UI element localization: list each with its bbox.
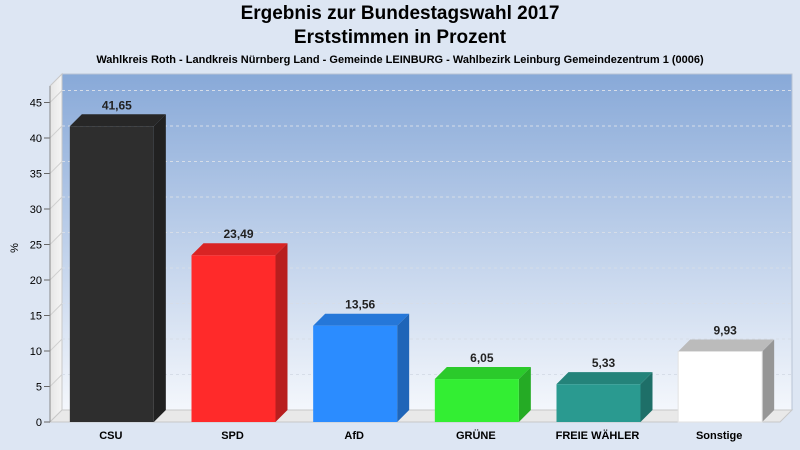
grid-lines (49, 90, 792, 387)
bar-top (191, 243, 288, 256)
y-tick-label: 40 (30, 133, 42, 145)
bar-value-label: 6,05 (470, 351, 494, 365)
x-axis-ticks: CSU SPD AfD GRÜNE FREIE WÄHLER Sonstige (99, 429, 742, 442)
left-wall (49, 72, 63, 424)
bar-value-label: 13,56 (345, 298, 375, 312)
y-tick-label: 35 (30, 169, 42, 181)
grid-line-wall (49, 374, 63, 387)
y-tick-label: 10 (30, 346, 42, 358)
chart-subtitle: Erststimmen in Prozent (293, 27, 507, 48)
bar-front (191, 255, 276, 422)
bar-grüne: 6,05 (434, 351, 531, 422)
chart-title: Ergebnis zur Bundestagswahl 2017 (240, 3, 560, 24)
bars: 41,65 23,49 13,56 6,05 5,33 9,93 (69, 98, 775, 423)
bar-front (434, 379, 519, 422)
bar-top (69, 114, 166, 127)
x-tick-label: Sonstige (696, 430, 742, 442)
x-tick-label: AfD (344, 430, 364, 442)
bar-side (518, 367, 531, 422)
bar-csu: 41,65 (69, 98, 166, 422)
x-tick-label: GRÜNE (456, 429, 496, 442)
bar-spd: 23,49 (191, 227, 288, 422)
grid-line-wall (49, 303, 63, 316)
bar-top (678, 339, 775, 352)
grid-line-wall (49, 196, 63, 210)
y-tick-label: 45 (30, 98, 42, 110)
bar-side (762, 339, 775, 422)
bar-afd: 13,56 (313, 298, 410, 422)
bar-side (275, 243, 288, 422)
bar-top (434, 367, 531, 380)
bar-side (640, 372, 653, 422)
y-tick-label: 20 (30, 275, 42, 287)
y-tick-label: 25 (30, 240, 42, 252)
y-tick-label: 5 (36, 382, 42, 394)
y-tick-label: 30 (30, 204, 42, 216)
grid-line-wall (49, 232, 63, 245)
bar-sonstige: 9,93 (677, 323, 775, 423)
bar-front (313, 325, 398, 422)
bar-value-label: 41,65 (102, 98, 132, 112)
back-wall (61, 73, 793, 411)
bar-side (397, 313, 410, 422)
bar-side (153, 114, 166, 422)
x-tick-label: FREIE WÄHLER (556, 429, 640, 442)
bar-value-label: 5,33 (592, 356, 616, 370)
bar-value-label: 23,49 (223, 227, 253, 241)
y-axis-ticks: 0 5 10 15 20 25 30 35 40 45 (30, 86, 51, 429)
grid-line-wall (49, 338, 63, 352)
chart-description: Wahlkreis Roth - Landkreis Nürnberg Land… (96, 54, 704, 66)
bar-freie-wähler: 5,33 (556, 356, 653, 422)
grid-line-wall (49, 161, 63, 174)
bar-front (677, 350, 763, 423)
grid-line-wall (49, 90, 63, 103)
grid-line-wall (49, 125, 63, 139)
y-tick-label: 0 (36, 417, 42, 429)
x-tick-label: CSU (99, 430, 122, 442)
bar-top (556, 372, 653, 385)
bar-top (313, 313, 410, 326)
y-axis-label: % (9, 243, 21, 253)
x-tick-label: SPD (221, 430, 244, 442)
bar-front (69, 126, 154, 422)
bar-front (556, 384, 641, 422)
y-tick-label: 15 (30, 311, 42, 323)
grid-line-wall (49, 267, 63, 281)
bar-value-label: 9,93 (713, 323, 737, 337)
